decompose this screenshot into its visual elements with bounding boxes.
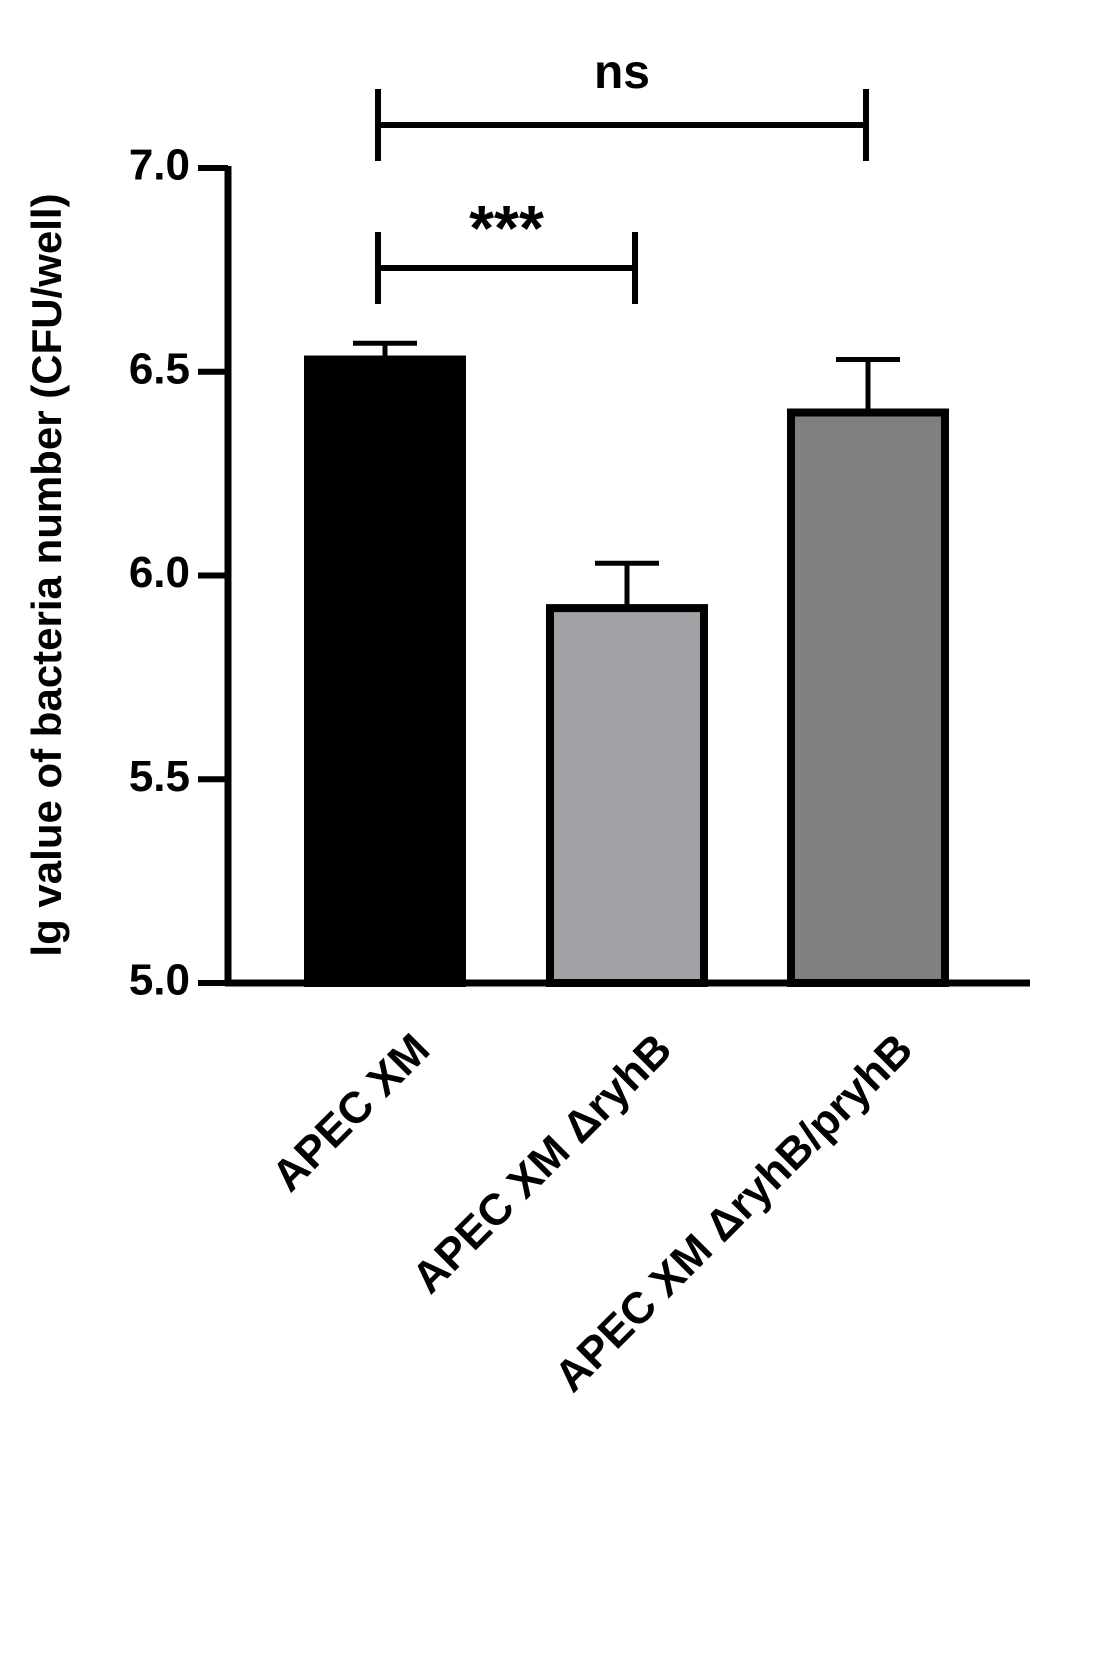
- x-tick-label: APEC XM: [263, 1024, 439, 1200]
- bar: [546, 604, 708, 987]
- y-tick-label: 7.0: [129, 141, 190, 190]
- bar: [304, 355, 466, 987]
- y-tick-label: 5.5: [129, 752, 190, 801]
- y-tick-label: 6.5: [129, 344, 190, 393]
- y-tick-label: 6.0: [129, 548, 190, 597]
- x-tick-label: APEC XM ΔryhB: [403, 1024, 681, 1302]
- y-tick-label: 5.0: [129, 956, 190, 1005]
- significance-label: ***: [469, 192, 544, 264]
- bar: [787, 408, 949, 987]
- significance-label: ns: [594, 46, 650, 99]
- y-axis-label: lg value of bacteria number (CFU/well): [23, 193, 70, 956]
